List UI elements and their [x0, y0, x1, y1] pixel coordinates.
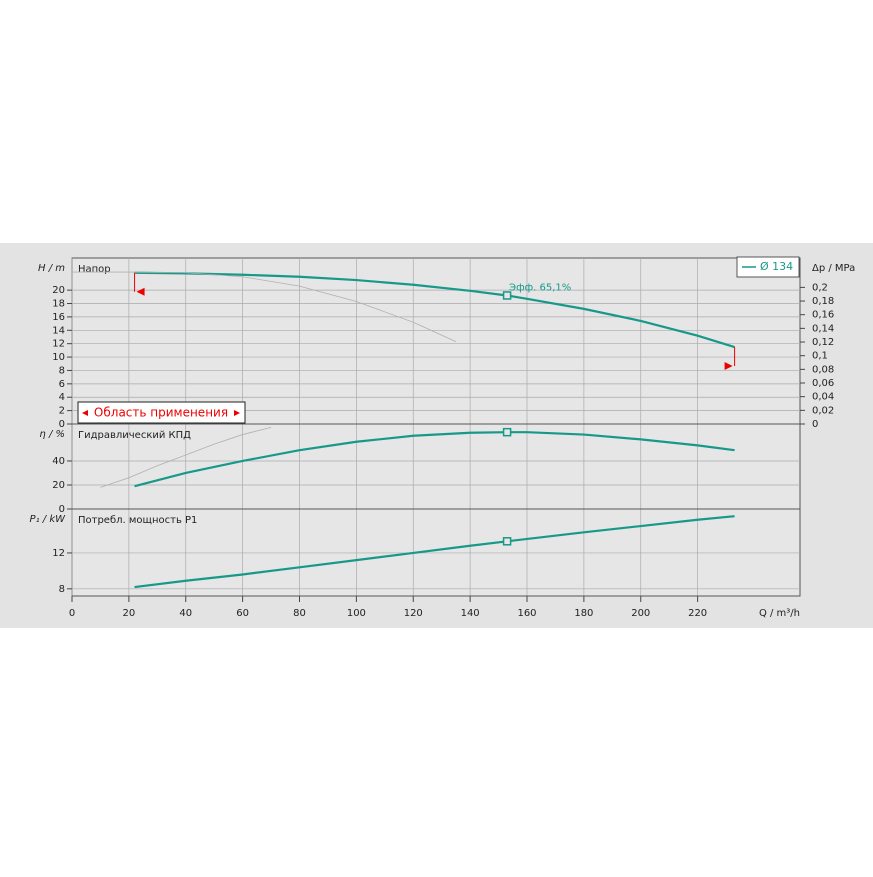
y-tick-label: 0	[59, 504, 65, 515]
y-tick-label: 40	[52, 456, 65, 467]
operating-point	[502, 427, 512, 437]
data-line	[134, 431, 735, 488]
operating-point	[502, 537, 512, 546]
x-axis-label: Q / m³/h	[759, 608, 800, 619]
x-tick-label: 200	[631, 608, 650, 619]
y2-tick-label: 0,18	[812, 296, 834, 307]
x-tick-label: 140	[461, 608, 480, 619]
range-arrow	[82, 410, 88, 416]
plot-area	[71, 257, 801, 597]
legend-label: Ø 134	[760, 260, 793, 273]
y2-tick-label: 0,02	[812, 405, 834, 416]
y-tick-label: 18	[52, 299, 65, 310]
y2-tick-label: 0,16	[812, 310, 834, 321]
x-tick-label: 80	[293, 608, 306, 619]
y-tick-label: 14	[52, 325, 65, 336]
y2-tick-label: 0,2	[812, 282, 828, 293]
operating-point	[502, 291, 512, 300]
range-label: Область применения	[94, 406, 228, 420]
y-tick-label: 2	[59, 406, 65, 417]
annotation: Эфф. 65,1%	[509, 282, 571, 293]
y-axis-label: H / m	[38, 263, 65, 274]
y-tick-label: 12	[52, 339, 65, 350]
y-tick-label: 8	[59, 584, 65, 595]
y-tick-label: 20	[52, 285, 65, 296]
range-box	[77, 401, 246, 424]
data-line	[72, 271, 457, 343]
data-line	[134, 515, 735, 589]
y2-tick-label: 0,1	[812, 351, 828, 362]
data-line	[100, 426, 272, 488]
y2-tick-label: 0,14	[812, 323, 834, 334]
y-tick-label: 10	[52, 352, 65, 363]
y2-tick-label: 0,12	[812, 337, 834, 348]
y2-tick-label: 0,06	[812, 378, 834, 389]
y-tick-label: 8	[59, 365, 65, 376]
y-tick-label: 6	[59, 379, 65, 390]
x-tick-label: 60	[236, 608, 249, 619]
range-arrow	[724, 362, 733, 371]
x-tick-label: 0	[69, 608, 75, 619]
panel-title: Потребл. мощность P1	[78, 515, 197, 526]
range-arrow	[234, 410, 240, 416]
y-axis-label: P₁ / kW	[30, 514, 67, 525]
legend-box	[736, 256, 800, 278]
y2-tick-label: 0	[812, 419, 818, 430]
y2-tick-label: 0,04	[812, 392, 834, 403]
x-tick-label: 100	[347, 608, 366, 619]
y2-tick-label: 0,08	[812, 364, 834, 375]
x-tick-label: 160	[517, 608, 536, 619]
y-tick-label: 16	[52, 312, 65, 323]
x-tick-label: 220	[688, 608, 707, 619]
y-tick-label: 0	[59, 419, 65, 430]
x-tick-label: 120	[404, 608, 423, 619]
y2-axis-label: Δp / MPa	[812, 263, 855, 274]
y-tick-label: 20	[52, 480, 65, 491]
data-line	[134, 271, 735, 349]
x-tick-label: 180	[574, 608, 593, 619]
range-arrow	[136, 287, 145, 296]
y-tick-label: 12	[52, 548, 65, 559]
y-tick-label: 4	[59, 392, 65, 403]
y-axis-label: η / %	[39, 429, 65, 440]
x-tick-label: 40	[179, 608, 192, 619]
panel-title: Гидравлический КПД	[78, 430, 191, 441]
panel-title: Напор	[78, 264, 111, 275]
x-tick-label: 20	[123, 608, 136, 619]
